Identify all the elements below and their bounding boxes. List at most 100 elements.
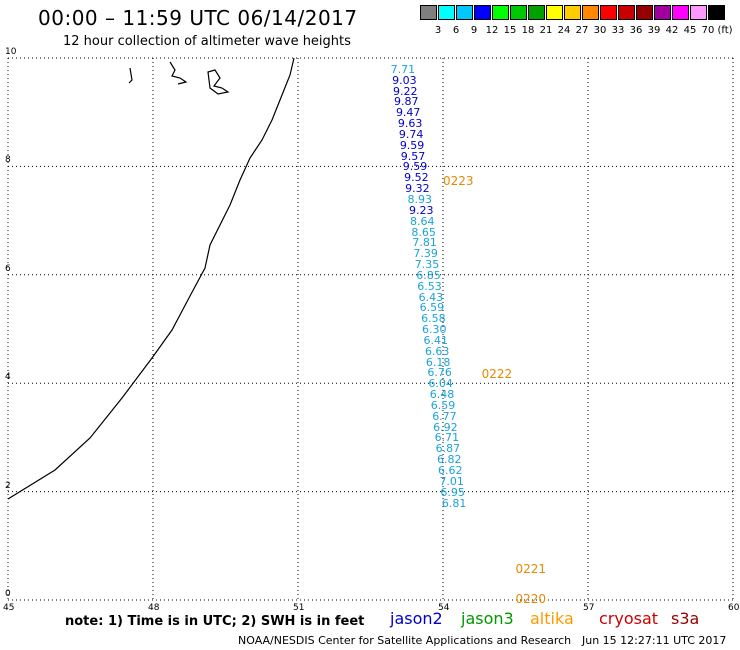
scale-swatch <box>582 5 599 20</box>
swh-readout-jason3: 7.81 <box>412 236 437 250</box>
scale-swatch <box>690 5 707 20</box>
scale-label: 30 <box>593 25 607 36</box>
legend-jason2: jason2 <box>390 609 443 628</box>
swh-readout-jason2: 9.87 <box>394 95 419 109</box>
coastline <box>7 57 295 500</box>
swh-readout-jason3: 7.71 <box>390 62 416 76</box>
page-title: 00:00 – 11:59 UTC 06/14/2017 <box>38 6 358 30</box>
x-tick-label: 48 <box>148 603 160 613</box>
scale-swatch <box>456 5 473 20</box>
x-tick-label: 60 <box>728 603 740 613</box>
swh-readout-jason3: 6.71 <box>434 431 460 445</box>
y-tick-label: 10 <box>5 47 17 57</box>
y-tick-label: 2 <box>5 480 11 491</box>
scale-label: 3 <box>434 25 442 36</box>
swh-readout-jason3: 8.64 <box>409 214 435 228</box>
scale-label: 45 <box>683 25 697 36</box>
swh-readout-jason2: 9.23 <box>409 203 434 217</box>
legend-jason3: jason3 <box>461 609 514 628</box>
y-tick-label: 0 <box>5 589 11 599</box>
swh-readout-jason3: 6.41 <box>423 333 449 347</box>
swh-readout-jason3: 7.39 <box>413 247 438 261</box>
scale-label: 36 <box>629 25 643 36</box>
note-text: note: 1) Time is in UTC; 2) SWH is in fe… <box>65 614 365 629</box>
legend-s3a: s3a <box>671 609 700 628</box>
swh-readout-jason3: 8.93 <box>407 193 433 206</box>
pass-time-label: 0221 <box>515 562 547 577</box>
scale-swatch <box>492 5 509 20</box>
swh-readout-jason3: 7.35 <box>414 258 440 272</box>
scale-swatch <box>708 5 725 20</box>
scale-swatch <box>600 5 617 20</box>
swh-readout-jason2: 9.57 <box>400 149 426 163</box>
scale-unit-label: (ft) <box>717 25 733 36</box>
swh-readout-jason3: 6.85 <box>416 268 441 282</box>
scale-swatch <box>546 5 563 20</box>
scale-label: 12 <box>485 25 499 36</box>
swh-readout-jason3: 6.59 <box>419 301 445 315</box>
y-tick-label: 6 <box>5 263 11 274</box>
swh-readout-jason3: 6.43 <box>418 290 444 304</box>
swh-readout-jason3: 6.04 <box>428 377 453 391</box>
generated-timestamp: Jun 15 12:27:11 UTC 2017 <box>582 634 727 647</box>
island-cluster <box>169 61 188 85</box>
swh-readout-jason2: 9.03 <box>392 73 417 87</box>
swh-readout-jason3: 6.82 <box>437 453 462 467</box>
scale-label: 15 <box>503 25 517 36</box>
swh-readout-jason3: 6.59 <box>430 398 456 412</box>
y-tick-label: 4 <box>5 372 11 383</box>
scale-swatch <box>672 5 689 20</box>
scale-swatch <box>564 5 581 20</box>
swh-readout-jason3: 6.63 <box>424 344 450 358</box>
scale-swatch <box>420 5 437 20</box>
legend-altika: altika <box>530 609 574 628</box>
swh-readout-jason3: 6.62 <box>438 464 463 477</box>
scale-swatch <box>636 5 653 20</box>
island-small <box>128 67 133 84</box>
scale-label: 39 <box>647 25 661 36</box>
swh-readout-jason2: 9.32 <box>405 182 430 196</box>
swh-readout-jason2: 9.74 <box>398 127 424 141</box>
map-grid <box>7 57 734 601</box>
scale-swatch <box>528 5 545 20</box>
swh-readout-jason3: 6.87 <box>435 442 461 456</box>
scale-swatch <box>618 5 635 20</box>
x-tick-label: 54 <box>438 603 450 613</box>
pass-time-label: 0222 <box>481 367 513 382</box>
island-large <box>207 69 230 95</box>
swh-readout-jason3: 6.77 <box>432 409 457 423</box>
scale-swatch <box>510 5 527 20</box>
scale-label: 6 <box>452 25 460 36</box>
swh-readout-jason3: 8.65 <box>411 225 436 239</box>
scale-swatch <box>438 5 455 20</box>
swh-readout-jason3: 6.92 <box>433 420 458 434</box>
swh-readout-jason2: 9.59 <box>399 138 425 152</box>
scale-swatch <box>654 5 671 20</box>
pass-time-label: 0223 <box>443 173 474 188</box>
swh-readout-jason3: 6.81 <box>441 496 467 510</box>
scale-label: 21 <box>539 25 553 36</box>
y-tick-label: 8 <box>5 155 11 166</box>
scale-label: 9 <box>470 25 478 36</box>
scale-label: 70 <box>701 25 715 36</box>
x-tick-label: 57 <box>583 603 595 613</box>
scale-label: 42 <box>665 25 679 36</box>
scale-label: 27 <box>575 25 589 36</box>
swh-readout-jason3: 6.18 <box>425 355 451 369</box>
scale-label: 24 <box>557 25 571 36</box>
swh-readout-jason3: 6.58 <box>421 312 446 326</box>
scale-label: 18 <box>521 25 535 36</box>
legend-cryosat: cryosat <box>599 609 659 628</box>
x-tick-label: 45 <box>3 603 15 613</box>
swh-readout-jason2: 9.47 <box>395 106 421 120</box>
swh-readout-jason2: 9.22 <box>393 84 418 98</box>
credit-text: NOAA/NESDIS Center for Satellite Applica… <box>238 634 572 647</box>
swh-readout-jason3: 6.76 <box>427 366 452 380</box>
swh-readout-jason2: 9.63 <box>397 117 423 131</box>
pass-time-label: 0220 <box>515 592 547 606</box>
swh-readout-jason3: 6.53 <box>417 279 442 293</box>
scale-swatch <box>474 5 491 20</box>
swh-readout-jason2: 9.52 <box>404 171 429 185</box>
